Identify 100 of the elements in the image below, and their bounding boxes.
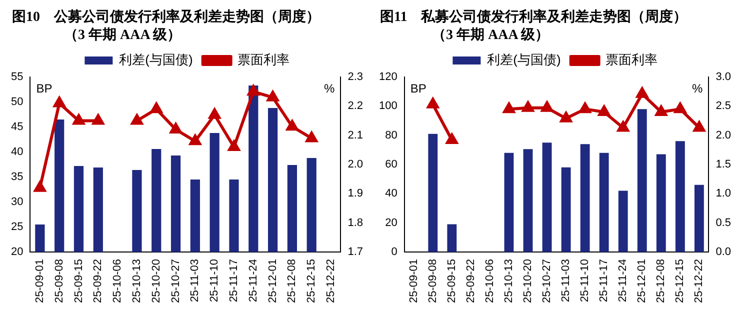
point [598, 105, 610, 116]
x-tick-label: 25-12-08 [286, 258, 298, 304]
x-tick-label: 25-10-27 [541, 258, 554, 304]
chart-title: 图10 公募公司债发行利率及利差走势图（周度） [11, 8, 321, 26]
legend-label: 票面利率 [237, 52, 290, 68]
bar [637, 109, 647, 252]
y-axis-title: BP [410, 81, 426, 96]
x-tick-label: 25-10-13 [503, 258, 516, 304]
x-tick-label: 25-11-10 [208, 258, 221, 302]
y2-tick-label: 1.0 [716, 188, 732, 200]
bar [694, 184, 704, 252]
y-tick-label: 60 [385, 158, 398, 171]
y-tick-label: 40 [385, 188, 398, 200]
y2-tick-label: 1.9 [348, 188, 364, 200]
y2-tick-label: 2.0 [716, 129, 732, 142]
bar [447, 224, 457, 252]
x-tick-label: 25-12-22 [693, 258, 706, 304]
x-tick-label: 25-09-15 [72, 258, 85, 304]
point [522, 101, 534, 112]
point [189, 134, 202, 146]
x-tick-label: 25-10-20 [522, 258, 534, 304]
chart-subtitle: （3 年期 AAA 级） [431, 26, 550, 44]
point [228, 140, 240, 151]
legend-label: 利差(与国债) [119, 52, 193, 68]
point [54, 96, 66, 108]
point [170, 122, 182, 134]
y-tick-label: 25 [10, 221, 24, 234]
y2-tick-label: 3.0 [716, 71, 732, 84]
y-tick-label: 30 [10, 196, 24, 208]
x-tick-label: 25-10-06 [112, 258, 124, 304]
point [579, 102, 591, 114]
bar [618, 190, 628, 252]
point [131, 114, 143, 125]
point [266, 90, 279, 102]
bar [428, 134, 438, 252]
x-tick-label: 25-09-08 [53, 258, 66, 304]
x-tick-label: 25-10-27 [170, 258, 182, 304]
point [446, 133, 458, 144]
point [92, 114, 104, 125]
y-tick-label: 35 [10, 171, 24, 184]
y2-tick-label: 2.0 [348, 158, 364, 171]
bar [542, 142, 552, 252]
y-tick-label: 40 [10, 146, 24, 158]
bar [675, 141, 685, 252]
point [208, 108, 220, 119]
y2-tick-label: 1.7 [348, 246, 364, 258]
point [636, 87, 648, 98]
x-tick-label: 25-09-22 [92, 258, 104, 304]
point [693, 121, 706, 132]
y2-tick-label: 2.5 [716, 100, 732, 112]
x-tick-label: 25-09-01 [34, 258, 46, 304]
point [150, 102, 162, 114]
point [674, 102, 686, 114]
point [34, 181, 46, 192]
y2-tick-label: 2.2 [348, 100, 364, 112]
x-tick-label: 25-09-15 [446, 258, 458, 304]
point [655, 105, 667, 116]
y2-tick-label: 0.5 [716, 216, 732, 229]
y-tick-label: 50 [10, 96, 24, 108]
y-tick-label: 45 [10, 121, 24, 134]
y2-tick-label: 0.0 [716, 246, 732, 258]
x-tick-label: 25-09-22 [464, 258, 477, 304]
point [306, 132, 318, 142]
bar [656, 154, 666, 252]
y-tick-label: 55 [10, 71, 24, 84]
y-tick-label: 120 [378, 71, 398, 84]
bar [561, 167, 571, 252]
x-tick-label: 25-12-15 [306, 258, 318, 304]
point [72, 114, 85, 125]
chart-title: 图11 私募公司债发行利率及利差走势图（周度） [379, 8, 688, 26]
chart-subtitle: （3 年期 AAA 级） [63, 26, 182, 44]
x-tick-label: 25-10-20 [150, 258, 162, 304]
point [617, 121, 629, 132]
y-tick-label: 100 [378, 100, 398, 112]
legend-label: 利差(与国债) [487, 52, 561, 68]
x-tick-label: 25-12-01 [266, 258, 279, 304]
x-tick-label: 25-11-17 [598, 258, 610, 302]
y-tick-label: 0 [391, 246, 398, 258]
x-tick-label: 25-11-17 [228, 258, 240, 302]
bar [504, 152, 514, 252]
x-tick-label: 25-09-01 [408, 258, 420, 304]
y2-tick-label: 2.1 [348, 129, 364, 142]
y-tick-label: 20 [10, 246, 24, 258]
y2-tick-label: 1.8 [348, 216, 364, 229]
y-tick-label: 80 [385, 129, 398, 142]
y-tick-label: 20 [385, 216, 398, 229]
x-tick-label: 25-11-10 [579, 258, 592, 302]
bar [580, 144, 590, 252]
y2-tick-label: 1.5 [716, 158, 732, 171]
y-axis-title: BP [36, 81, 52, 96]
y2-axis-title: % [692, 81, 704, 96]
x-tick-label: 25-11-03 [560, 258, 572, 302]
x-tick-label: 25-11-24 [247, 258, 260, 302]
bar [523, 149, 533, 252]
point [560, 112, 572, 122]
legend-label: 票面利率 [605, 52, 658, 68]
point [503, 102, 515, 114]
y2-axis-title: % [324, 81, 336, 96]
bar [599, 152, 609, 252]
x-tick-label: 25-11-24 [617, 258, 630, 302]
